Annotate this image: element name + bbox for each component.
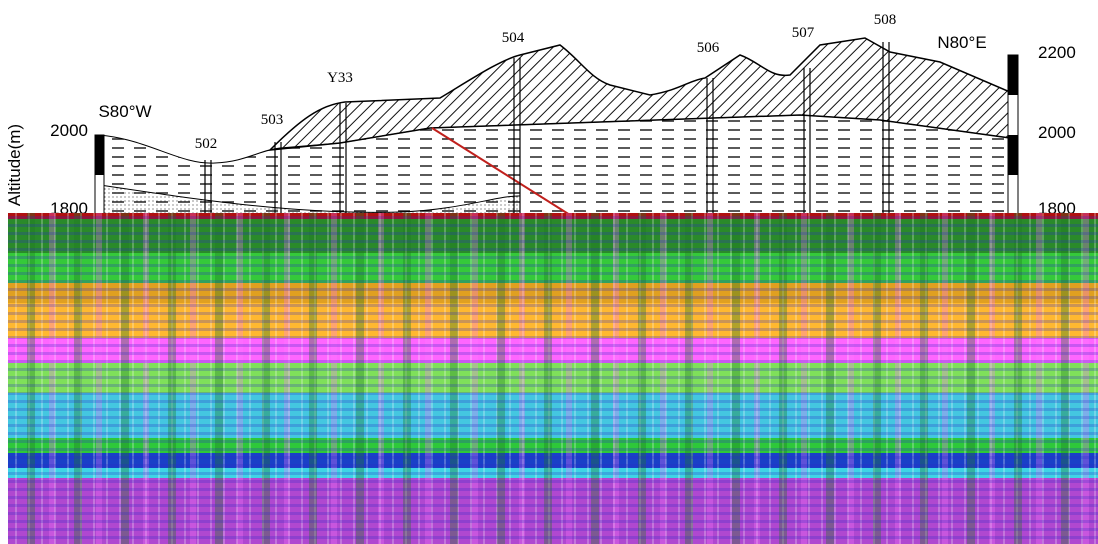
scale-label: 2000 <box>1038 123 1076 142</box>
borehole-label: 506 <box>697 40 720 56</box>
right-scale-bar <box>1008 55 1018 215</box>
strata <box>100 38 1010 215</box>
scale-label: 2200 <box>1038 43 1076 62</box>
borehole-label: 504 <box>502 30 525 46</box>
scale-label: 2000 <box>50 121 88 140</box>
dashed-layer <box>100 115 1010 215</box>
borehole-label: 507 <box>792 25 815 41</box>
left-scale-bar <box>95 135 104 215</box>
direction-label: N80°E <box>937 33 986 52</box>
direction-label: S80°W <box>98 102 151 121</box>
scale-bar-segment <box>1008 135 1018 175</box>
corrupted-region-overlay <box>8 213 1098 544</box>
scale-bar-segment <box>1008 55 1018 95</box>
scale-bar-segment <box>95 135 104 175</box>
page: Altitude(m) S80°W N80°E 2000 1800 2200 2… <box>0 0 1098 544</box>
borehole-label: 502 <box>195 136 218 152</box>
borehole-label: 508 <box>874 12 897 28</box>
borehole-label: 503 <box>261 112 284 128</box>
axis-title: Altitude(m) <box>5 124 24 206</box>
borehole-label: Y33 <box>327 70 353 86</box>
